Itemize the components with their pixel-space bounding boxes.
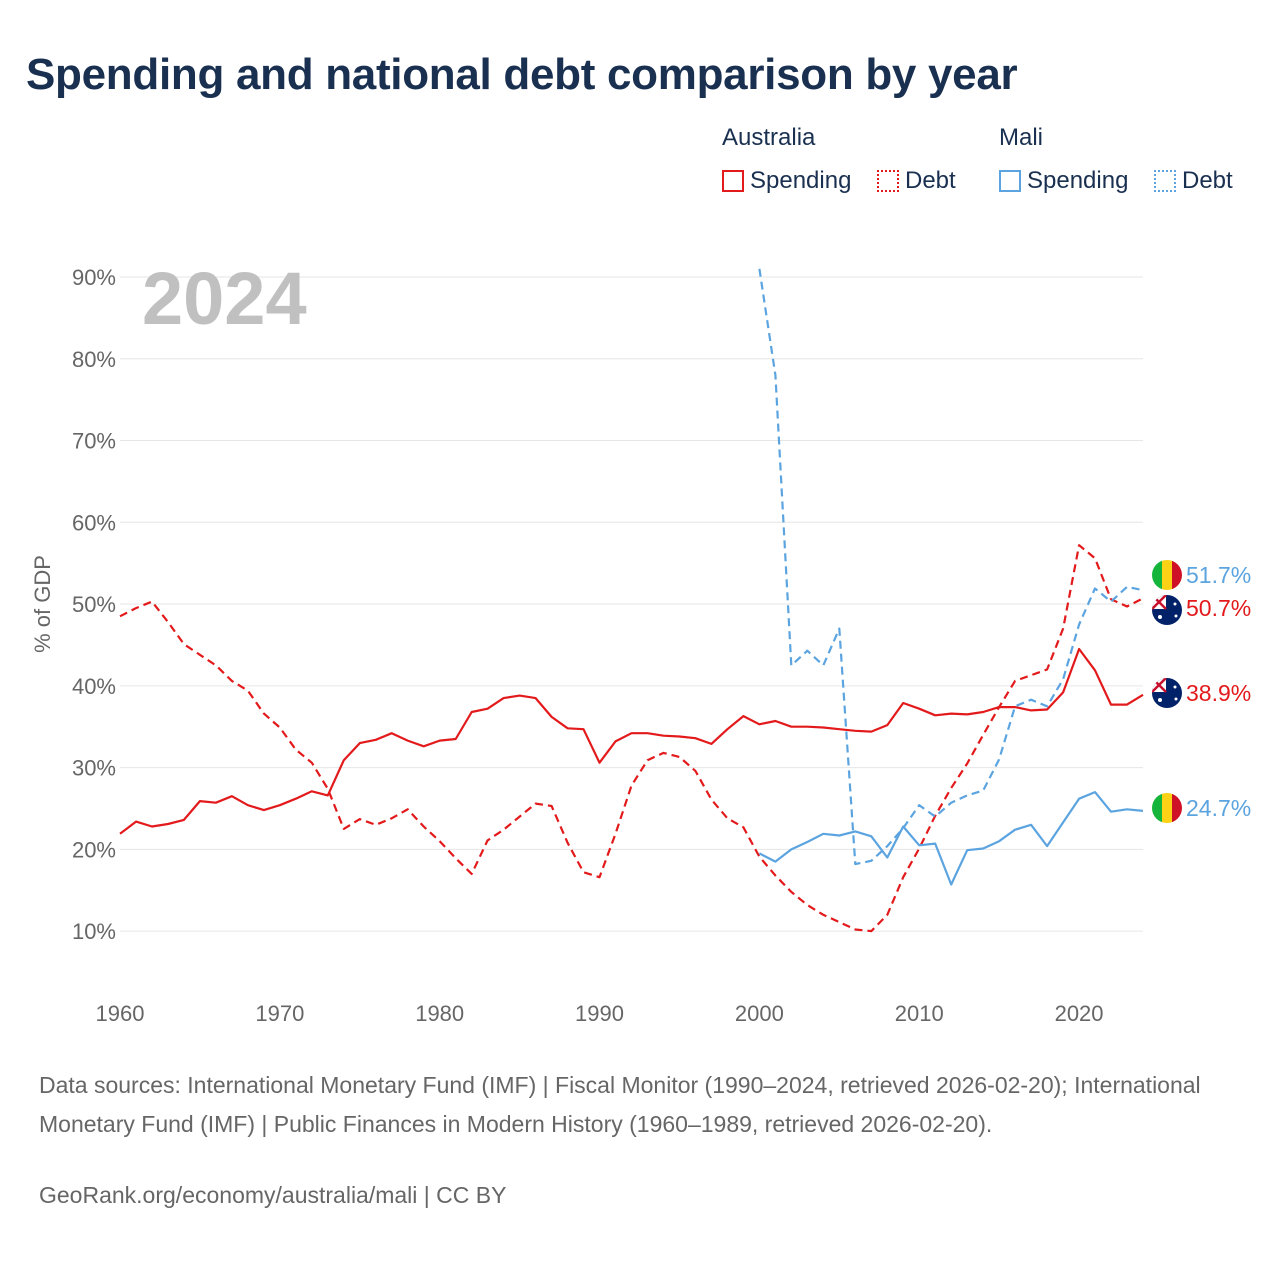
y-tick-label: 60%	[72, 510, 116, 535]
x-tick-label: 1970	[255, 1001, 304, 1026]
end-label-mali-spending: 24.7%	[1186, 795, 1251, 821]
x-tick-label: 1960	[96, 1001, 145, 1026]
grid-lines	[120, 276, 1143, 932]
legend-swatch-australia-spending	[722, 170, 744, 192]
x-tick-label: 2000	[735, 1001, 784, 1026]
y-axis-label: % of GDP	[30, 555, 55, 653]
legend-item-australia-debt[interactable]: Debt	[877, 166, 956, 196]
series-lines	[119, 268, 1144, 933]
y-tick-label: 90%	[72, 265, 116, 290]
y-tick-label: 20%	[72, 837, 116, 862]
end-marker-australia-debt	[1152, 595, 1182, 625]
legend-country-mali: Mali	[999, 124, 1044, 151]
legend-item-mali-debt[interactable]: Debt	[1154, 166, 1233, 196]
end-label-mali-debt: 51.7%	[1186, 562, 1251, 588]
legend-item-australia-spending[interactable]: Spending	[722, 166, 851, 196]
legend-swatch-mali-spending	[999, 170, 1021, 192]
series-line-australia-debt[interactable]	[119, 544, 1144, 933]
end-marker-mali-spending	[1152, 793, 1182, 823]
end-marker-mali-debt	[1152, 560, 1182, 590]
y-tick-label: 70%	[72, 429, 116, 454]
legend-label-australia-debt: Debt	[905, 167, 956, 194]
series-line-australia-spending[interactable]	[119, 647, 1144, 835]
y-tick-labels: 10% 20% 30% 40% 50% 60% 70% 80% 90%	[72, 265, 116, 944]
australia-flag-icon	[1152, 678, 1182, 708]
x-tick-label: 2020	[1055, 1001, 1104, 1026]
end-label-australia-spending: 38.9%	[1186, 680, 1251, 706]
x-tick-label: 1980	[415, 1001, 464, 1026]
y-tick-label: 80%	[72, 347, 116, 372]
x-tick-label: 2010	[895, 1001, 944, 1026]
legend-item-mali-spending[interactable]: Spending	[999, 166, 1128, 196]
y-tick-label: 40%	[72, 674, 116, 699]
year-watermark: 2024	[142, 257, 307, 340]
data-sources-note: Data sources: International Monetary Fun…	[39, 1072, 1201, 1137]
y-tick-label: 50%	[72, 592, 116, 617]
y-tick-label: 10%	[72, 919, 116, 944]
mali-flag-icon	[1152, 560, 1182, 590]
australia-flag-icon	[1152, 595, 1182, 625]
legend-label-australia-spending: Spending	[750, 167, 852, 194]
legend-country-australia: Australia	[722, 124, 816, 151]
credit-link[interactable]: GeoRank.org/economy/australia/mali | CC …	[39, 1182, 507, 1208]
end-label-australia-debt: 50.7%	[1186, 595, 1251, 621]
legend-swatch-mali-debt	[1154, 170, 1176, 192]
x-tick-label: 1990	[575, 1001, 624, 1026]
y-tick-label: 30%	[72, 756, 116, 781]
series-line-mali-debt[interactable]	[758, 268, 1144, 866]
legend-label-mali-debt: Debt	[1182, 167, 1233, 194]
chart-plot-area: 10% 20% 30% 40% 50% 60% 70% 80% 90% 1960 1970 1980…	[30, 257, 1251, 1026]
series-line-mali-spending[interactable]	[758, 790, 1144, 886]
end-marker-australia-spending	[1152, 678, 1182, 708]
legend-label-mali-spending: Spending	[1027, 167, 1129, 194]
chart-title: Spending and national debt comparison by…	[26, 50, 1018, 99]
legend-swatch-australia-debt	[877, 170, 899, 192]
x-tick-labels: 1960 1970 1980 1990 2000 2010 2020	[96, 1001, 1104, 1026]
mali-flag-icon	[1152, 793, 1182, 823]
